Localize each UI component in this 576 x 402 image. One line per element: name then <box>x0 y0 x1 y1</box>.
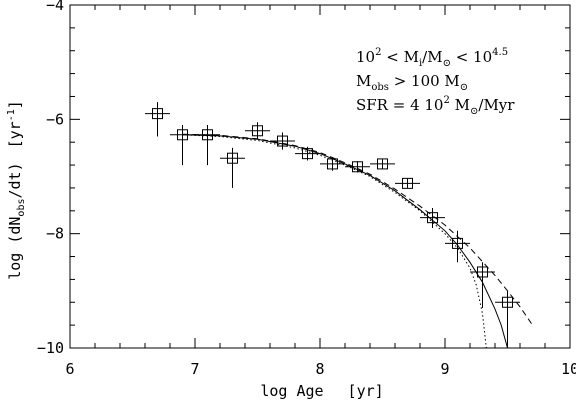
annot1-sup1: 2 <box>375 47 381 58</box>
annot2-pre: M <box>356 72 371 90</box>
annot2-sub1: obs <box>371 82 389 93</box>
data-point <box>370 158 395 170</box>
point-marker <box>152 108 163 120</box>
annot1-mid2: /M <box>422 48 442 66</box>
annot2-mid: > 100 M <box>389 72 460 90</box>
data-point <box>445 230 470 263</box>
y-ticks: −10 −8 −6 −4 <box>37 0 570 357</box>
x-tick-label: 8 <box>315 360 324 378</box>
point-marker <box>402 177 413 189</box>
data-point <box>395 177 420 189</box>
point-marker <box>377 158 388 170</box>
point-marker <box>502 296 513 308</box>
x-tick-label: 7 <box>190 360 199 378</box>
annot1-sub1: i <box>419 58 422 69</box>
data-point <box>170 125 195 166</box>
annot1-mid: < M <box>381 48 418 66</box>
point-marker <box>227 152 238 164</box>
annotation-block: 102 < Mi/M⊙ < 104.5 Mobs > 100 M⊙ SFR = … <box>356 47 515 117</box>
y-axis-title: log (dNobs/dt) [yr-1] <box>6 100 27 280</box>
model-curves <box>182 133 533 349</box>
point-marker <box>427 212 438 224</box>
y-axis-title-pre: log (dN <box>6 217 24 280</box>
y-axis-title-unit-post: ] <box>6 100 24 109</box>
data-point <box>470 262 495 308</box>
model-curve-dotted <box>182 134 487 349</box>
annot3-pre: SFR = 4 10 <box>356 96 443 114</box>
annotation-line-1: 102 < Mi/M⊙ < 104.5 <box>356 47 508 69</box>
annot3-mid2: /Myr <box>478 96 515 114</box>
y-axis-title-unit-pre: [yr <box>6 121 24 148</box>
annot3-sup1: 2 <box>443 95 449 106</box>
data-points <box>145 102 520 348</box>
data-point <box>420 207 445 228</box>
data-point <box>195 125 220 166</box>
x-axis-title-unit: [yr] <box>348 382 384 400</box>
point-marker <box>277 135 288 147</box>
data-point <box>220 147 245 188</box>
data-point <box>495 290 520 348</box>
y-tick-label: −4 <box>46 0 64 14</box>
point-marker <box>327 158 338 170</box>
point-marker <box>252 125 263 137</box>
point-marker <box>177 129 188 141</box>
annot1-mid3: < 10 <box>451 48 492 66</box>
point-marker <box>352 161 363 173</box>
annot1-sup2: 4.5 <box>492 47 508 58</box>
annot3-sub1: ⊙ <box>470 106 478 117</box>
data-point <box>320 157 345 171</box>
y-axis-title-post: /dt) <box>6 162 24 198</box>
annotation-line-3: SFR = 4 102 M⊙/Myr <box>356 95 515 117</box>
annotation-line-2: Mobs > 100 M⊙ <box>356 72 468 93</box>
x-tick-label: 6 <box>65 360 74 378</box>
x-tick-label: 10 <box>561 360 576 378</box>
point-marker <box>202 129 213 141</box>
data-point <box>145 102 170 137</box>
x-ticks: 6 7 8 9 10 <box>65 5 576 378</box>
data-point <box>345 161 370 173</box>
annot3-mid: M <box>450 96 470 114</box>
annot1-pre: 10 <box>356 48 375 66</box>
data-point <box>245 122 270 140</box>
x-axis-title: log Age [yr] <box>260 382 383 400</box>
model-curve-dashed <box>182 133 533 326</box>
point-marker <box>302 148 313 160</box>
y-tick-label: −6 <box>46 110 64 128</box>
annot2-sub2: ⊙ <box>460 82 468 93</box>
y-tick-label: −8 <box>46 225 64 243</box>
y-tick-label: −10 <box>37 339 64 357</box>
data-point <box>270 132 295 150</box>
y-axis-title-sub: obs <box>16 199 27 217</box>
model-curve-solid <box>182 134 508 349</box>
point-marker <box>452 237 463 249</box>
x-axis-title-main: log Age <box>260 382 323 400</box>
annot1-sub2: ⊙ <box>443 58 451 69</box>
data-point <box>295 146 320 161</box>
x-tick-label: 9 <box>440 360 449 378</box>
point-marker <box>477 266 488 278</box>
y-axis-title-unit-sup: -1 <box>6 109 17 121</box>
